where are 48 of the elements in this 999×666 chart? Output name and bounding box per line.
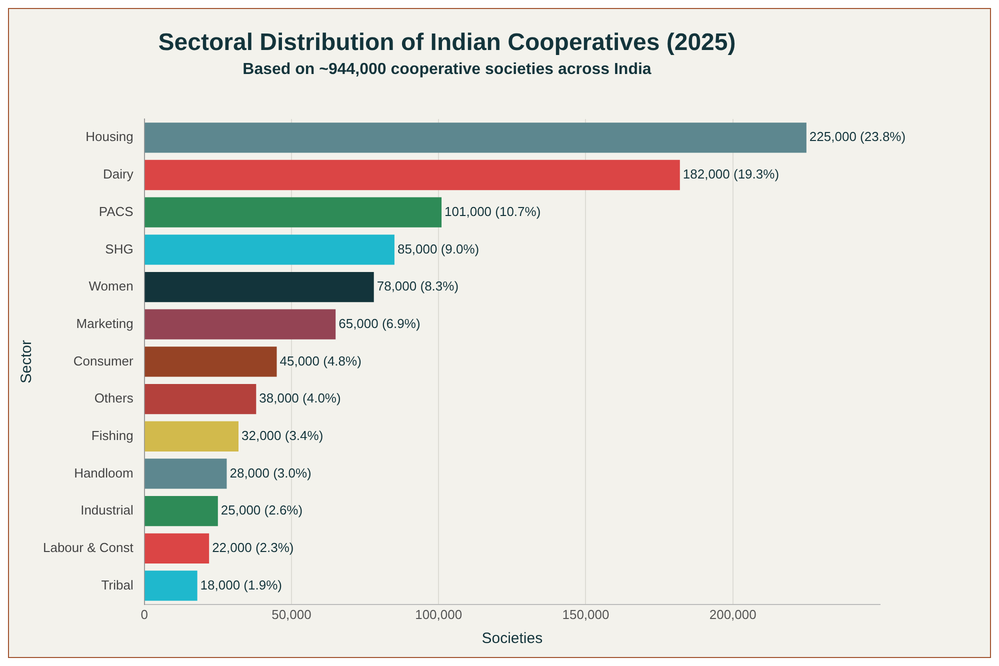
bar — [144, 570, 198, 601]
bar — [144, 197, 442, 228]
data-label: 101,000 (10.7%) — [444, 204, 541, 219]
data-label: 65,000 (6.9%) — [338, 316, 420, 331]
bar — [144, 309, 336, 340]
y-tick-label: Marketing — [76, 316, 134, 331]
y-axis-title: Sector — [18, 340, 36, 384]
data-label: 32,000 (3.4%) — [242, 428, 324, 443]
data-label: 28,000 (3.0%) — [230, 465, 312, 480]
bar — [144, 496, 218, 526]
y-tick-label: Tribal — [101, 577, 134, 592]
chart-title: Sectoral Distribution of Indian Cooperatives (2025) — [158, 29, 736, 56]
bar — [144, 533, 210, 564]
bar — [144, 458, 227, 489]
data-label: 22,000 (2.3%) — [212, 540, 294, 555]
x-tick-label: 150,000 — [562, 606, 610, 622]
x-tick-label: 200,000 — [709, 606, 756, 622]
y-tick-label: Labour & Const — [42, 540, 134, 555]
data-label: 25,000 (2.6%) — [220, 502, 303, 518]
bar — [144, 122, 806, 153]
chart-subtitle: Based on ~944,000 cooperative societies across India — [242, 60, 652, 78]
y-tick-label: Industrial — [80, 502, 134, 518]
data-label: 182,000 (19.3%) — [682, 166, 780, 182]
y-tick-label: Handloom — [74, 465, 134, 480]
y-tick-label: Consumer — [73, 353, 134, 368]
bar — [144, 272, 374, 302]
bar — [144, 346, 277, 377]
bar — [144, 421, 238, 452]
bar — [144, 160, 680, 190]
data-label: 38,000 (4.0%) — [259, 390, 341, 406]
x-tick-label: 0 — [140, 606, 148, 622]
data-label: 45,000 (4.8%) — [280, 353, 362, 368]
y-tick-label: Fishing — [91, 428, 134, 443]
y-tick-label: Housing — [86, 129, 134, 144]
data-label: 18,000 (1.9%) — [200, 577, 282, 592]
y-tick-label: PACS — [98, 204, 134, 219]
y-tick-label: SHG — [105, 241, 134, 256]
data-label: 85,000 (9.0%) — [397, 241, 480, 256]
bar — [144, 384, 256, 414]
x-tick-label: 100,000 — [415, 606, 462, 622]
y-tick-label: Dairy — [102, 166, 134, 182]
bar — [144, 234, 394, 265]
data-label: 78,000 (8.3%) — [376, 278, 459, 294]
y-tick-label: Others — [94, 390, 134, 406]
x-tick-label: 50,000 — [272, 606, 312, 622]
data-label: 225,000 (23.8%) — [809, 129, 906, 144]
x-axis-title: Societies — [482, 630, 543, 648]
y-tick-label: Women — [88, 278, 134, 294]
